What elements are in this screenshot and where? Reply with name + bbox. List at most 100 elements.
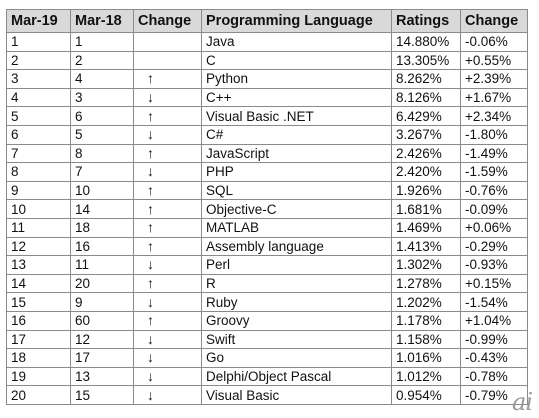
cell-language: R <box>201 273 392 294</box>
cell-rank-mar-19: 7 <box>6 143 71 164</box>
cell-rating-change: -0.09% <box>460 199 528 219</box>
cell-rank-change-arrow: ↓ <box>133 348 202 368</box>
table-row: 14 20 ↑ R 1.278% +0.15% <box>6 273 528 294</box>
cell-rating: 1.926% <box>391 180 461 201</box>
cell-rank-change-arrow: ↑ <box>133 106 202 126</box>
cell-rank-mar-19: 16 <box>6 310 71 331</box>
cell-language: C++ <box>201 87 392 108</box>
header-rating-change: Change <box>460 9 528 33</box>
table-row: 7 8 ↑ JavaScript 2.426% -1.49% <box>6 143 528 164</box>
table-row: 20 15 ↓ Visual Basic 0.954% -0.79% <box>6 385 528 405</box>
cell-language: JavaScript <box>201 143 392 164</box>
cell-rating-change: -0.93% <box>460 255 528 275</box>
cell-language: Visual Basic <box>201 385 392 405</box>
cell-rank-mar-19: 1 <box>6 32 71 52</box>
cell-rank-mar-18: 9 <box>70 292 134 312</box>
table-row: 17 12 ↓ Swift 1.158% -0.99% <box>6 329 528 350</box>
cell-rank-mar-18: 6 <box>70 106 134 126</box>
cell-rating-change: +0.15% <box>460 273 528 294</box>
table-row: 8 7 ↓ PHP 2.420% -1.59% <box>6 162 528 182</box>
cell-rank-change-arrow <box>133 32 202 52</box>
cell-language: Java <box>201 32 392 52</box>
cell-rating-change: -0.76% <box>460 180 528 201</box>
cell-rating: 0.954% <box>391 385 461 405</box>
table-body: 1 1 Java 14.880% -0.06% 2 2 C 13.305% +0.55% 3 4 ↑ Py… <box>6 32 528 405</box>
cell-rank-mar-18: 13 <box>70 366 134 387</box>
cell-rating-change: -0.06% <box>460 32 528 52</box>
cell-rating: 1.158% <box>391 329 461 350</box>
cell-rating: 1.178% <box>391 310 461 331</box>
cell-rating-change: +1.04% <box>460 310 528 331</box>
cell-rank-mar-19: 6 <box>6 124 71 145</box>
cell-rank-mar-19: 13 <box>6 255 71 275</box>
cell-language: Ruby <box>201 292 392 312</box>
header-mar-18: Mar-18 <box>70 9 134 33</box>
cell-language: C# <box>201 124 392 145</box>
cell-rank-change-arrow: ↑ <box>133 143 202 164</box>
cell-language: C <box>201 50 392 71</box>
cell-rank-change-arrow: ↓ <box>133 87 202 108</box>
table-row: 10 14 ↑ Objective-C 1.681% -0.09% <box>6 199 528 219</box>
cell-rank-mar-19: 11 <box>6 217 71 238</box>
cell-rating: 1.413% <box>391 236 461 257</box>
cell-rating-change: -0.78% <box>460 366 528 387</box>
cell-language: PHP <box>201 162 392 182</box>
cell-rank-change-arrow: ↓ <box>133 124 202 145</box>
cell-rank-mar-18: 14 <box>70 199 134 219</box>
cell-rank-change-arrow: ↑ <box>133 69 202 89</box>
cell-rating: 8.126% <box>391 87 461 108</box>
header-programming-language: Programming Language <box>201 9 392 33</box>
table-row: 5 6 ↑ Visual Basic .NET 6.429% +2.34% <box>6 106 528 126</box>
ranking-table-container: Mar-19 Mar-18 Change Programming Languag… <box>6 9 528 405</box>
cell-rank-mar-19: 5 <box>6 106 71 126</box>
cell-language: Groovy <box>201 310 392 331</box>
cell-rating-change: -0.29% <box>460 236 528 257</box>
cell-language: MATLAB <box>201 217 392 238</box>
cell-rank-change-arrow: ↑ <box>133 273 202 294</box>
header-change: Change <box>133 9 202 33</box>
cell-rank-mar-18: 16 <box>70 236 134 257</box>
cell-rank-mar-18: 8 <box>70 143 134 164</box>
cell-rank-change-arrow: ↓ <box>133 385 202 405</box>
table-row: 11 18 ↑ MATLAB 1.469% +0.06% <box>6 217 528 238</box>
cell-rank-mar-18: 11 <box>70 255 134 275</box>
cell-rating: 1.302% <box>391 255 461 275</box>
cell-rank-mar-18: 10 <box>70 180 134 201</box>
table-row: 9 10 ↑ SQL 1.926% -0.76% <box>6 180 528 201</box>
cell-language: Delphi/Object Pascal <box>201 366 392 387</box>
table-row: 12 16 ↑ Assembly language 1.413% -0.29% <box>6 236 528 257</box>
cell-rank-change-arrow: ↑ <box>133 217 202 238</box>
table-row: 1 1 Java 14.880% -0.06% <box>6 32 528 52</box>
cell-language: Python <box>201 69 392 89</box>
cell-rank-mar-18: 7 <box>70 162 134 182</box>
cell-language: Visual Basic .NET <box>201 106 392 126</box>
cell-language: SQL <box>201 180 392 201</box>
cell-rank-change-arrow <box>133 50 202 71</box>
cell-language: Perl <box>201 255 392 275</box>
cell-rank-mar-19: 18 <box>6 348 71 368</box>
cell-rating-change: -1.80% <box>460 124 528 145</box>
cell-rank-mar-19: 10 <box>6 199 71 219</box>
cell-rating-change: -0.79% <box>460 385 528 405</box>
table-row: 15 9 ↓ Ruby 1.202% -1.54% <box>6 292 528 312</box>
cell-rank-mar-19: 17 <box>6 329 71 350</box>
cell-rating-change: -1.54% <box>460 292 528 312</box>
cell-rank-change-arrow: ↓ <box>133 366 202 387</box>
table-header: Mar-19 Mar-18 Change Programming Languag… <box>6 9 528 33</box>
cell-rank-mar-19: 12 <box>6 236 71 257</box>
cell-rating: 1.202% <box>391 292 461 312</box>
cell-rank-change-arrow: ↓ <box>133 162 202 182</box>
cell-rank-mar-18: 60 <box>70 310 134 331</box>
cell-rating: 1.016% <box>391 348 461 368</box>
cell-rating: 6.429% <box>391 106 461 126</box>
cell-language: Go <box>201 348 392 368</box>
cell-rating-change: +0.06% <box>460 217 528 238</box>
cell-rating: 14.880% <box>391 32 461 52</box>
cell-rank-mar-18: 20 <box>70 273 134 294</box>
cell-rating-change: -0.99% <box>460 329 528 350</box>
cell-rank-mar-19: 2 <box>6 50 71 71</box>
header-row: Mar-19 Mar-18 Change Programming Languag… <box>6 9 528 33</box>
cell-rank-mar-19: 8 <box>6 162 71 182</box>
cell-rank-change-arrow: ↑ <box>133 199 202 219</box>
language-ranking-table: Mar-19 Mar-18 Change Programming Languag… <box>6 9 528 405</box>
